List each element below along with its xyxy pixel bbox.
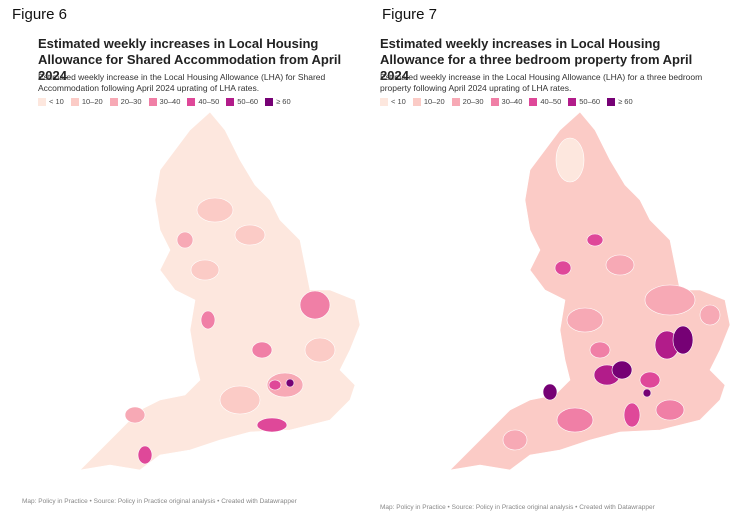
map [79,111,361,471]
legend-label: 50–60 [237,97,259,106]
legend-item: 30–40 [148,97,181,107]
legend-swatch [490,98,499,107]
legend-label: < 10 [49,97,64,106]
footer: Map: Policy in Practice • Source: Policy… [22,498,297,505]
legend-swatch [187,98,196,107]
region [623,402,641,428]
legend-label: 20–30 [462,97,484,106]
region [502,429,528,451]
region [200,310,216,330]
region [190,259,220,281]
region [554,260,572,276]
map [449,111,731,471]
legend-label: 10–20 [423,97,445,106]
title: Estimated weekly increases in Local Hous… [38,36,342,83]
region [124,406,146,424]
legend-label: 40–50 [198,97,220,106]
legend-item: ≥ 60 [265,97,291,107]
region [266,372,304,398]
legend-label: 10–20 [81,97,103,106]
region [176,231,194,249]
region [699,304,721,326]
figure: Figure 6 Estimated weekly increases in L… [0,0,370,520]
legend-item: 20–30 [451,97,484,107]
legend-label: < 10 [391,97,406,106]
figure-label: Figure 7 [382,6,438,23]
legend-item: 30–40 [490,97,523,107]
region [566,307,604,333]
region [555,137,585,183]
subtitle: Estimated weekly increase in the Local H… [380,72,703,93]
region [268,379,282,391]
region [219,385,261,415]
legend-swatch [568,98,577,107]
subtitle: Estimated weekly increase in the Local H… [38,72,326,93]
region [586,233,604,247]
legend-item: 20–30 [109,97,142,107]
legend-swatch [148,98,157,107]
region [137,445,153,465]
legend-swatch [109,98,118,107]
region [605,254,635,276]
title: Estimated weekly increases in Local Hous… [380,36,693,83]
legend-item: 50–60 [568,97,601,107]
region [285,378,295,388]
legend-label: 30–40 [159,97,181,106]
region [589,341,611,359]
region [234,224,266,246]
region [611,360,633,380]
legend-item: 10–20 [70,97,103,107]
regions [124,197,336,465]
legend-swatch [38,98,46,107]
region [196,197,234,223]
footer: Map: Policy in Practice • Source: Policy… [380,504,655,511]
legend-label: 30–40 [501,97,523,106]
legend-swatch [607,98,616,107]
legend-item: 40–50 [529,97,562,107]
region [644,284,696,316]
region [556,407,594,433]
legend-swatch [529,98,538,107]
region [299,290,331,320]
regions [502,137,721,451]
legend-label: 40–50 [540,97,562,106]
legend-swatch [265,98,274,107]
legend-item: ≥ 60 [607,97,633,107]
region [672,325,694,355]
legend-label: ≥ 60 [618,97,633,106]
legend-item: 10–20 [412,97,445,107]
legend-swatch [226,98,235,107]
legend-item: < 10 [38,97,64,107]
legend: < 10 10–20 20–30 30–40 40–50 50–60 ≥ 60 [380,97,633,107]
region [639,371,661,389]
legend-item: 50–60 [226,97,259,107]
region [642,388,652,398]
legend-swatch [70,98,79,107]
legend-swatch [451,98,460,107]
region [256,417,288,433]
legend: < 10 10–20 20–30 30–40 40–50 50–60 ≥ 60 [38,97,291,107]
region [304,337,336,363]
legend-swatch [412,98,421,107]
legend-label: 20–30 [120,97,142,106]
region [251,341,273,359]
figure: Figure 7 Estimated weekly increases in L… [370,0,740,520]
region [542,383,558,401]
figure-label: Figure 6 [12,6,68,23]
legend-swatch [380,98,388,107]
legend-label: ≥ 60 [276,97,291,106]
legend-label: 50–60 [579,97,601,106]
legend-item: < 10 [380,97,406,107]
region [655,399,685,421]
legend-item: 40–50 [187,97,220,107]
